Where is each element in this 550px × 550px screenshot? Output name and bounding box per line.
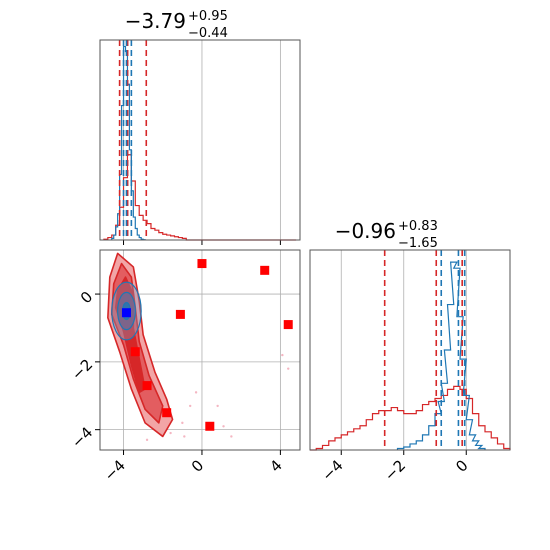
- red-square-marker: [142, 381, 152, 391]
- y-tick-label: −2: [68, 356, 96, 384]
- faint-sample-point: [216, 404, 219, 408]
- x-tick-label: −2: [381, 456, 409, 484]
- x-tick-label: 0: [452, 456, 471, 475]
- y-tick-label: 0: [77, 288, 96, 307]
- red-square-marker: [260, 265, 270, 275]
- marginal-panel-1: −3.79 +0.95 −0.44: [99, 9, 301, 245]
- red-square-marker: [197, 259, 207, 269]
- panel-frame-marginal-1: [99, 39, 301, 241]
- red-square-marker: [283, 320, 293, 330]
- panel-title-upper: +0.95: [188, 9, 228, 24]
- x-tick-label: 0: [188, 456, 207, 475]
- faint-sample-point: [169, 431, 172, 435]
- faint-sample-point: [145, 438, 149, 442]
- x-tick-label: −4: [318, 456, 346, 484]
- x-tick-label: 4: [266, 456, 285, 475]
- x-tick-label: −4: [101, 456, 129, 484]
- panel-title-lower: −1.65: [398, 236, 438, 251]
- panel-frame-joint: [99, 249, 301, 451]
- faint-sample-point: [230, 435, 233, 438]
- faint-sample-point: [181, 421, 184, 425]
- panel-title-value: −0.96: [335, 219, 396, 243]
- panel-title-value: −3.79: [125, 9, 186, 33]
- faint-sample-point: [287, 367, 290, 370]
- red-square-marker: [162, 408, 172, 418]
- faint-sample-point: [222, 425, 225, 428]
- histogram-blue-series: [396, 261, 486, 450]
- panel-title-upper: +0.83: [398, 219, 438, 234]
- faint-sample-point: [281, 353, 284, 357]
- y-tick-label: −4: [68, 423, 96, 451]
- histogram-red-series: [310, 385, 511, 451]
- panel-frame-marginal-2: [309, 249, 511, 451]
- red-square-marker: [175, 309, 185, 319]
- faint-sample-point: [188, 404, 192, 408]
- red-square-marker: [205, 421, 215, 431]
- faint-sample-point: [183, 435, 186, 438]
- blue-square-marker: [121, 308, 131, 318]
- joint-panel: −4 0 4 0 −2 −4: [68, 249, 301, 485]
- red-square-marker: [130, 347, 140, 357]
- faint-sample-point: [194, 391, 198, 394]
- panel-title-lower: −0.44: [188, 26, 228, 41]
- marginal-panel-2: −4 −2 0 −0.96 +0.83 −1.65: [309, 219, 511, 485]
